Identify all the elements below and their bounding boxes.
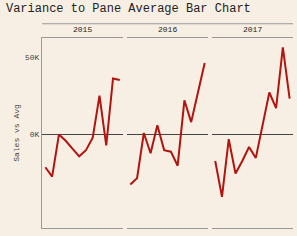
svg-text:Sales vs Avg: Sales vs Avg — [12, 104, 21, 162]
svg-text:2017: 2017 — [243, 25, 262, 34]
svg-text:0K: 0K — [30, 130, 40, 139]
svg-text:2016: 2016 — [158, 25, 177, 34]
svg-text:50K: 50K — [25, 52, 40, 61]
svg-text:Variance to Pane Average Bar C: Variance to Pane Average Bar Chart — [6, 2, 251, 16]
svg-text:2015: 2015 — [73, 25, 92, 34]
